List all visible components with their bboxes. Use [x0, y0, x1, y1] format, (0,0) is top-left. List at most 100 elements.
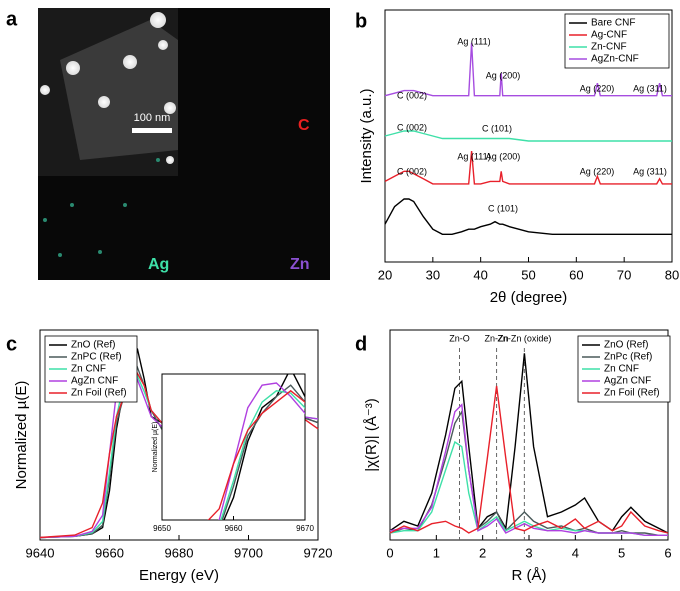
series-line: [389, 440, 668, 536]
series-line: [384, 151, 672, 185]
series-line: [384, 130, 672, 142]
legend-label: Bare CNF: [591, 18, 635, 29]
x-tick-label: 80: [665, 267, 679, 282]
x-tick-label: 60: [569, 267, 583, 282]
x-tick-label: 70: [617, 267, 631, 282]
x-tick-label: 3: [525, 545, 532, 560]
signal: [58, 253, 62, 257]
peak-annotation: Ag (111): [457, 151, 490, 161]
x-tick-label: 9720: [304, 545, 333, 560]
ag-map-dots: [43, 158, 160, 257]
inset-x-tick-label: 9670: [296, 524, 314, 533]
panel-label: a: [6, 8, 18, 30]
microscopy-panel: 100 nm C Ag Zn a: [6, 8, 330, 280]
inset-x-tick-label: 9660: [225, 524, 243, 533]
x-tick-label: 0: [386, 545, 393, 560]
legend-label: ZnO (Ref): [71, 340, 115, 351]
inset-x-tick-label: 9650: [153, 524, 171, 533]
x-tick-label: 9640: [26, 545, 55, 560]
series-line: [207, 389, 305, 520]
x-tick-label: 4: [572, 545, 579, 560]
legend-label: Zn Foil (Ref): [71, 388, 127, 399]
series-line: [217, 382, 305, 520]
legend-label: AgZn-CNF: [591, 54, 639, 65]
x-tick-label: 40: [473, 267, 487, 282]
legend-label: Ag-CNF: [591, 30, 627, 41]
legend-label: ZnPc (Ref): [604, 352, 652, 363]
signal: [98, 250, 102, 254]
signal: [123, 203, 127, 207]
signal: [43, 218, 47, 222]
particle: [150, 12, 166, 28]
x-tick-label: 5: [618, 545, 625, 560]
reference-label: Zn-O: [449, 333, 470, 343]
inset-plot: [207, 374, 305, 520]
particle: [98, 96, 110, 108]
panel-label: b: [355, 10, 367, 32]
series-line: [384, 42, 672, 97]
legend-label: AgZn CNF: [604, 376, 651, 387]
series-line: [389, 409, 668, 536]
series-line: [389, 353, 669, 534]
x-tick-label: 9700: [234, 545, 263, 560]
map-label: Ag: [148, 256, 169, 273]
panel-label: d: [355, 333, 367, 355]
legend-label: Zn-CNF: [591, 42, 627, 53]
particle: [40, 85, 50, 95]
x-tick-label: 9660: [95, 545, 124, 560]
panel-label: c: [6, 333, 17, 355]
scale-bar: [132, 128, 172, 133]
particle: [158, 40, 168, 50]
particles: [40, 12, 176, 164]
peak-annotation: Ag (220): [580, 83, 615, 93]
y-axis-label: Intensity (a.u.): [358, 88, 375, 183]
peak-annotation: C (002): [397, 90, 427, 100]
legend-label: Zn CNF: [71, 364, 106, 375]
fiber: [60, 20, 178, 160]
signal: [156, 158, 160, 162]
peak-annotation: Ag (311): [633, 166, 667, 176]
particle: [164, 102, 176, 114]
legend-label: Zn CNF: [604, 364, 639, 375]
series-line: [221, 384, 305, 520]
scale-bar-label: 100 nm: [134, 112, 171, 124]
legend-label: Zn Foil (Ref): [604, 388, 660, 399]
peak-annotation: Ag (220): [580, 166, 615, 176]
peak-annotation: C (002): [397, 166, 427, 176]
reference-label: Zn-Zn (oxide): [497, 333, 551, 343]
peak-annotation: C (101): [488, 203, 518, 213]
x-axis-label: 2θ (degree): [490, 289, 568, 306]
peak-annotation: Ag (200): [486, 70, 521, 80]
series-line: [384, 198, 672, 235]
signal: [70, 203, 74, 207]
x-axis-label: R (Å): [512, 567, 547, 584]
particle: [66, 61, 80, 75]
series-line: [389, 403, 668, 536]
peak-annotation: C (101): [482, 123, 512, 133]
particle: [123, 55, 137, 69]
series-line: [223, 374, 305, 520]
x-tick-label: 1: [433, 545, 440, 560]
x-tick-label: 30: [426, 267, 440, 282]
y-axis-label: Normalized µ(E): [13, 381, 30, 490]
peak-annotation: Ag (200): [486, 151, 521, 161]
inset-y-label: Normalized µ(E): [152, 422, 159, 473]
x-tick-label: 6: [664, 545, 671, 560]
map-label: Zn: [290, 256, 310, 273]
peak-annotation: Ag (311): [633, 83, 667, 93]
map-label: C: [298, 117, 310, 134]
x-tick-label: 2: [479, 545, 486, 560]
x-axis-label: Energy (eV): [139, 567, 219, 584]
y-axis-label: |χ(R)| (Å⁻³): [363, 398, 380, 472]
x-tick-label: 50: [521, 267, 535, 282]
peak-annotation: Ag (111): [457, 36, 490, 46]
x-tick-label: 9680: [165, 545, 194, 560]
series-line: [389, 385, 669, 534]
legend-label: AgZn CNF: [71, 376, 118, 387]
particle: [166, 156, 174, 164]
peak-annotation: C (002): [397, 122, 427, 132]
reference-label: Zn-Zn: [485, 333, 509, 343]
series-line: [220, 390, 305, 520]
x-tick-label: 20: [378, 267, 392, 282]
